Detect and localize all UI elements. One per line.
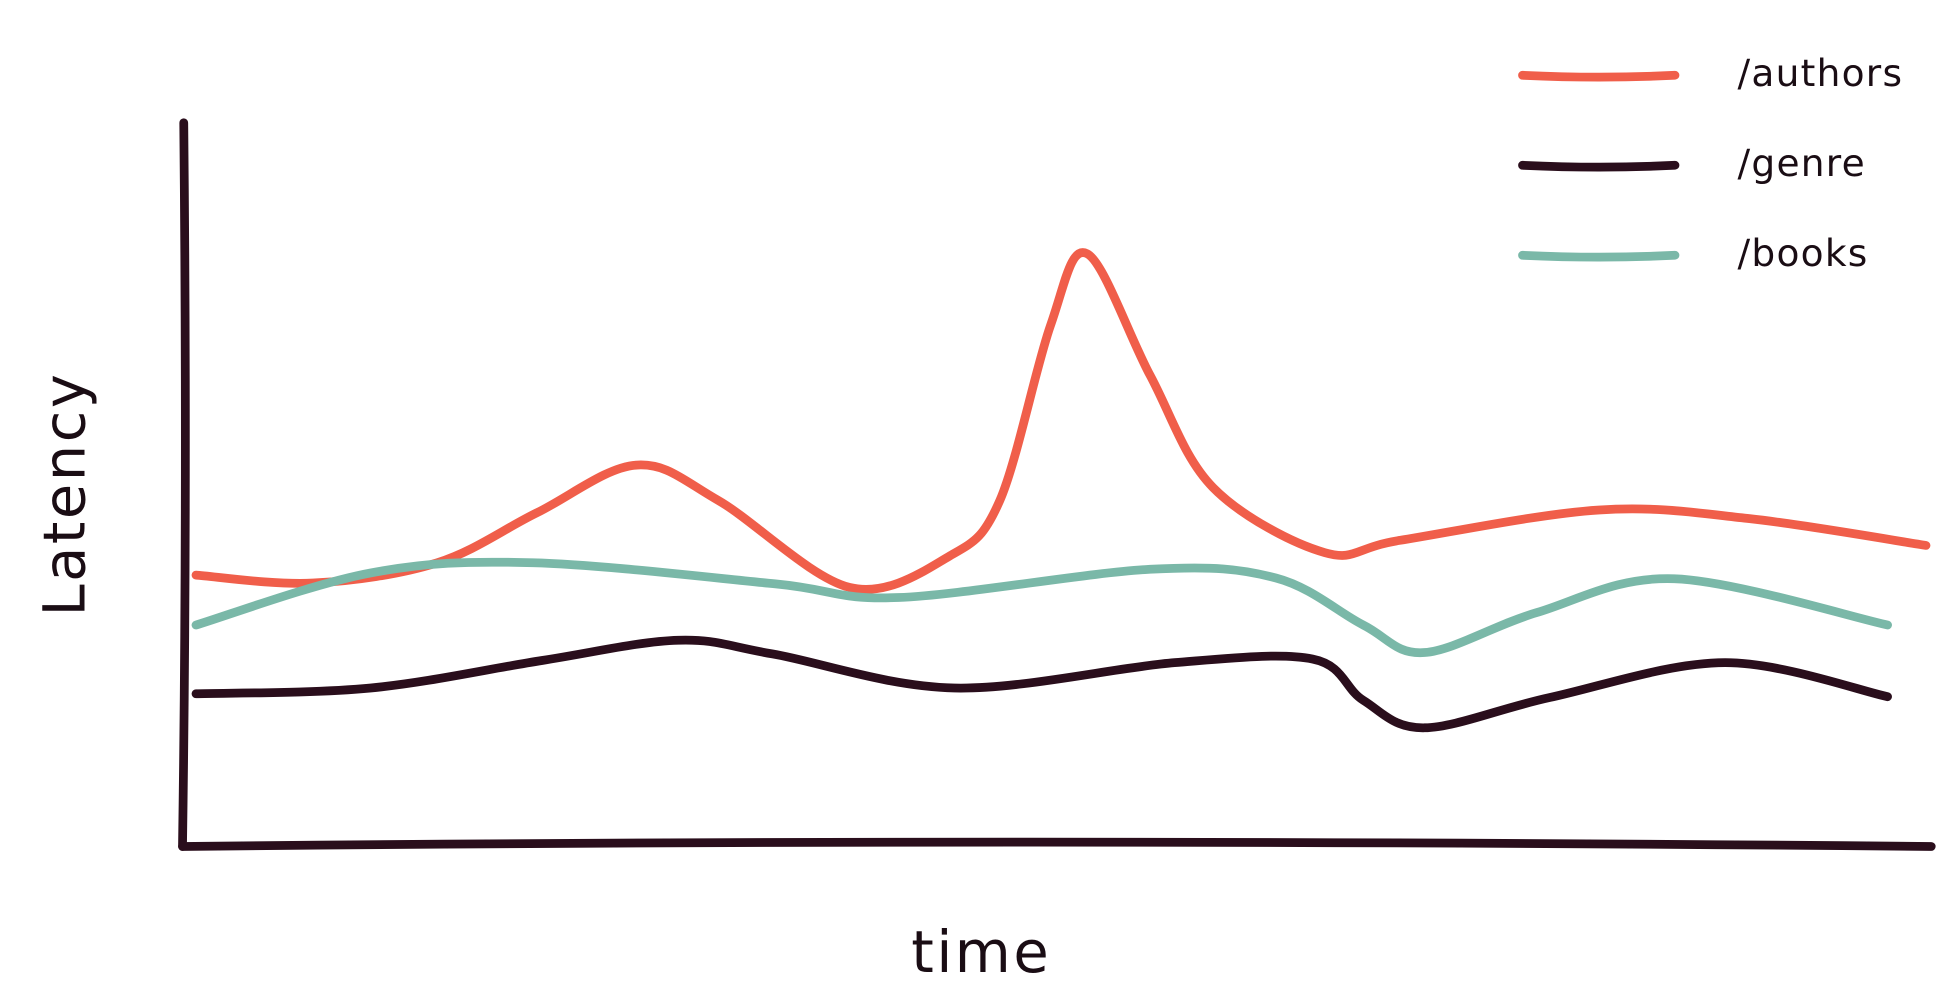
x-axis-title: time xyxy=(911,919,1051,986)
legend-swatch xyxy=(1518,70,1680,82)
legend-label: /authors xyxy=(1738,51,1904,95)
legend: /authors/genre/books xyxy=(1518,51,1904,275)
legend-swatch xyxy=(1518,160,1680,172)
series-line xyxy=(191,248,1931,594)
y-axis xyxy=(178,118,190,851)
series-line xyxy=(191,635,1892,733)
x-axis xyxy=(178,837,1936,851)
legend-label: /genre xyxy=(1738,141,1866,185)
plot-area xyxy=(191,248,1931,733)
series-line xyxy=(191,557,1892,657)
legend-swatch xyxy=(1518,250,1680,262)
y-axis-title: Latency xyxy=(31,372,98,617)
legend-label: /books xyxy=(1738,231,1869,275)
